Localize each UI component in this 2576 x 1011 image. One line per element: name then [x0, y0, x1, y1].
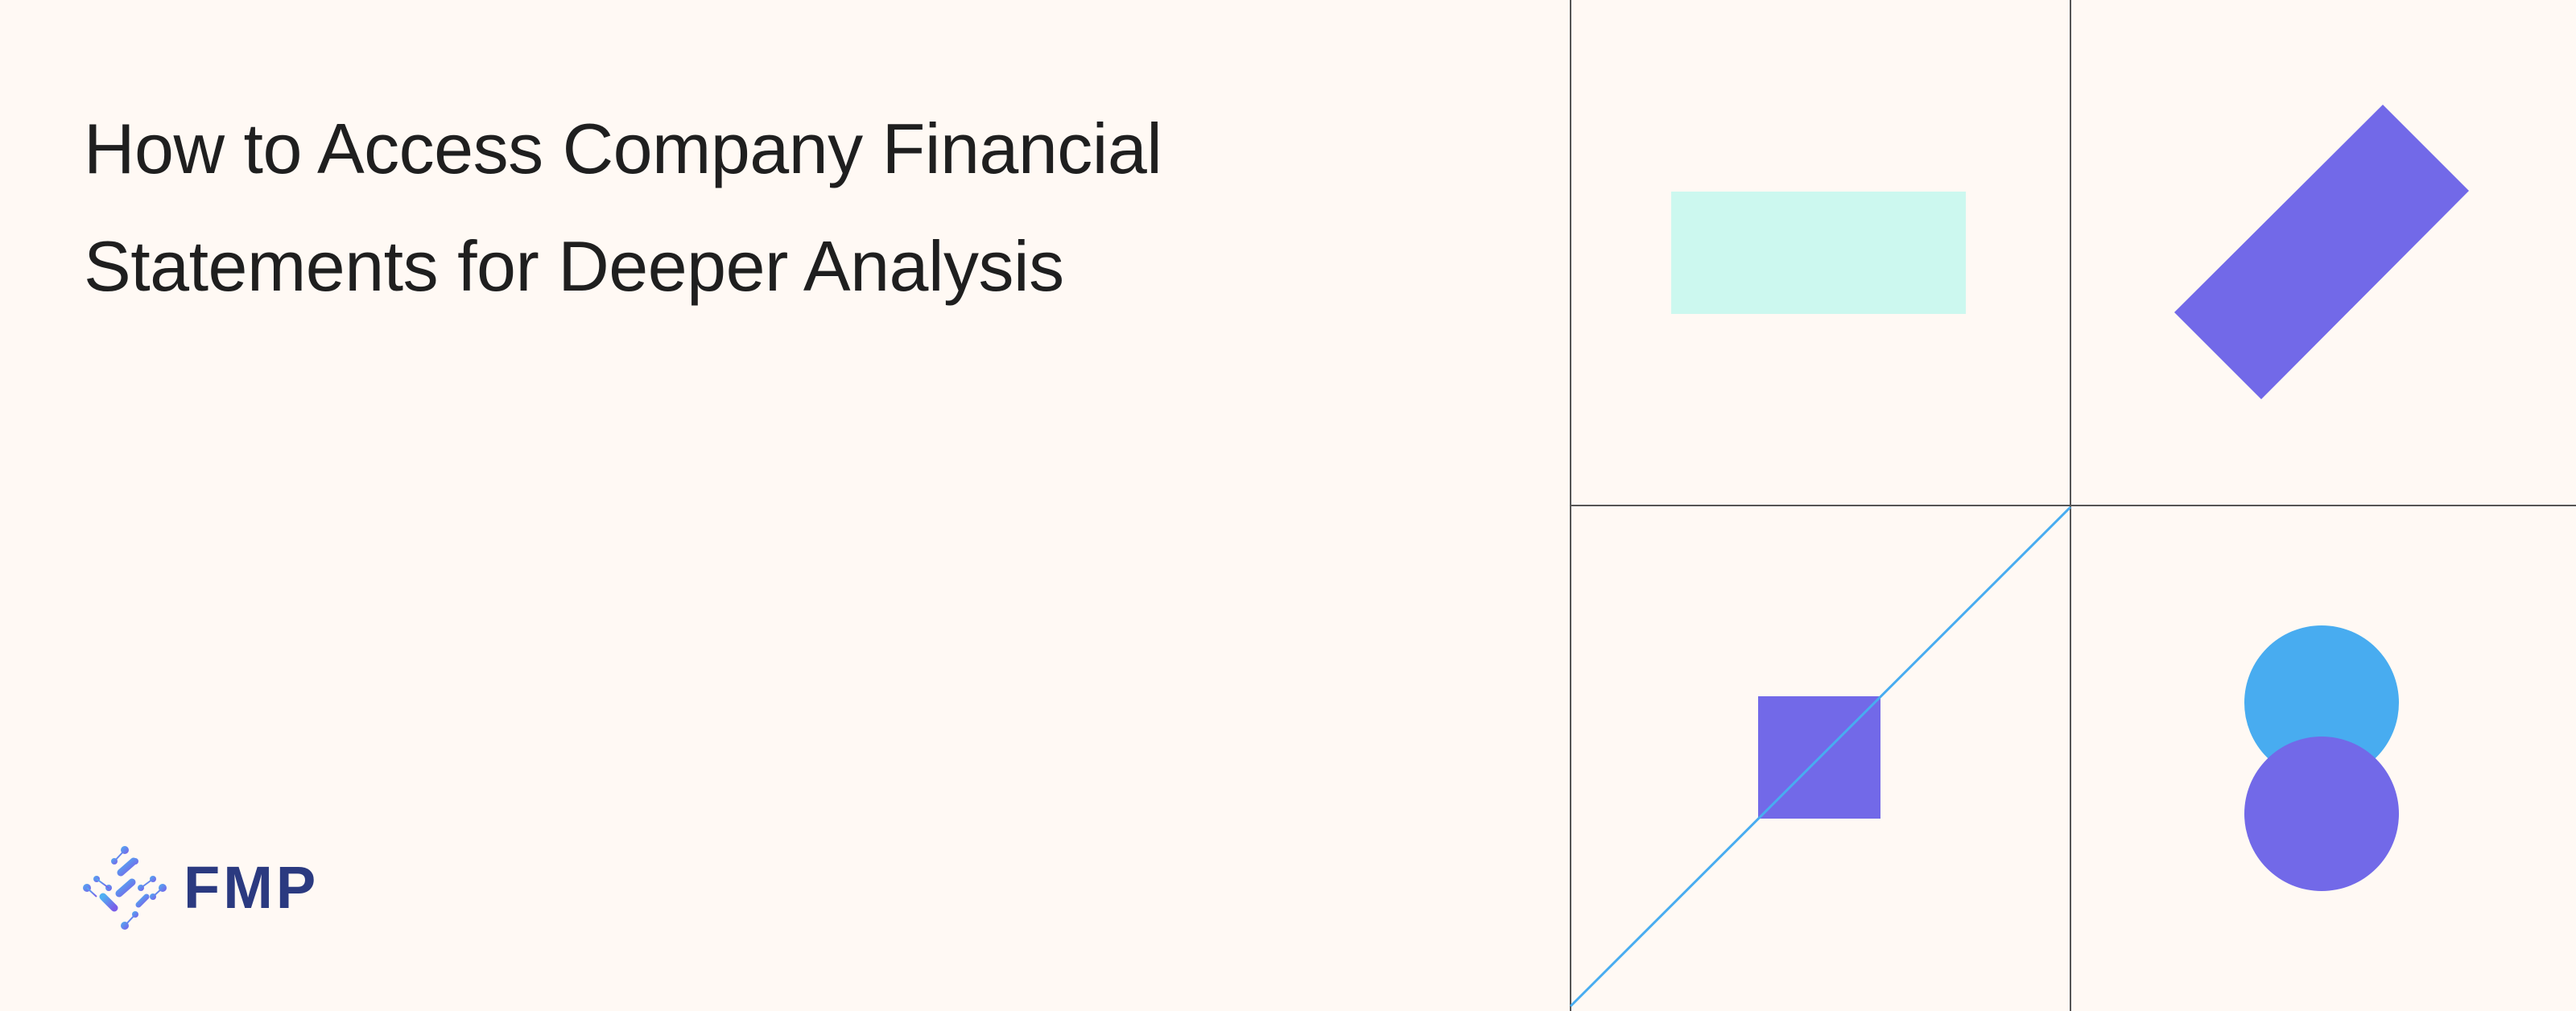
fmp-dotted-diamond-logo-icon [83, 846, 167, 930]
rotated-violet-bar-shape [2174, 105, 2469, 399]
brand-logo: FMP [80, 844, 319, 932]
title-line-2: Statements for Deeper Analysis [84, 226, 1064, 306]
sky-blue-circle-shape [2244, 625, 2399, 780]
title-line-1: How to Access Company Financial [84, 109, 1162, 188]
violet-circle-shape [2244, 737, 2399, 891]
mint-rectangle-shape [1671, 192, 1966, 314]
page-title: How to Access Company Financial Statemen… [84, 90, 1452, 325]
blue-diagonal-line [1569, 506, 2072, 1008]
brand-name: FMP [184, 854, 320, 921]
